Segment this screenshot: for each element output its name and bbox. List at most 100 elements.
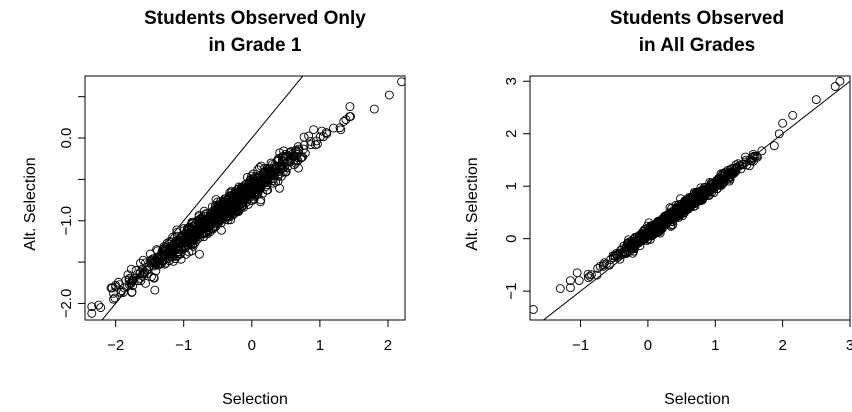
data-point (299, 140, 309, 150)
data-point (251, 182, 260, 192)
data-point (138, 255, 148, 265)
data-point (748, 152, 758, 162)
data-point (632, 232, 642, 242)
data-point (228, 191, 238, 201)
data-point (268, 170, 278, 180)
data-point (740, 152, 750, 162)
data-point (250, 187, 260, 197)
data-point (96, 303, 106, 313)
data-point (757, 146, 767, 156)
data-point (109, 294, 119, 304)
data-point (154, 253, 164, 263)
data-point (231, 207, 240, 217)
data-point (731, 163, 741, 173)
data-point (232, 201, 242, 211)
data-point (572, 268, 582, 278)
data-point (616, 245, 626, 255)
data-point (244, 186, 254, 196)
reference-line (101, 76, 304, 320)
data-point (133, 276, 143, 286)
data-point (204, 226, 214, 236)
data-point (126, 264, 136, 274)
data-point (287, 154, 297, 164)
data-point (157, 258, 167, 268)
data-point (604, 260, 614, 270)
data-point (704, 183, 714, 193)
x-tick-label: 0 (644, 337, 652, 354)
data-point (208, 212, 218, 222)
data-point (140, 267, 150, 277)
data-point (593, 263, 603, 273)
data-point (208, 214, 218, 224)
data-point (142, 268, 152, 278)
data-point (168, 232, 178, 242)
data-point (585, 271, 595, 281)
data-point (741, 157, 751, 167)
data-point (188, 222, 197, 232)
data-point (275, 183, 284, 193)
x-tick-label: 1 (711, 337, 719, 354)
x-tick-label: 2 (384, 337, 392, 354)
data-point (111, 282, 121, 292)
data-point (369, 104, 379, 114)
data-point (239, 202, 249, 212)
data-point (311, 136, 321, 146)
data-point (643, 234, 653, 244)
y-tick-label: 0.0 (58, 128, 75, 149)
data-point (94, 300, 104, 310)
data-point (217, 225, 226, 235)
data-point (195, 249, 204, 259)
data-point (279, 146, 289, 156)
data-point (187, 228, 197, 238)
data-point (149, 254, 159, 264)
data-point (675, 205, 685, 215)
data-point (341, 115, 351, 125)
data-point (669, 214, 679, 223)
data-point (127, 276, 137, 286)
data-point (196, 213, 206, 223)
data-point (583, 269, 593, 279)
x-tick-label: −1 (572, 337, 589, 354)
y-tick-label: 1 (503, 182, 520, 190)
data-point (280, 161, 290, 171)
x-tick-label: 2 (778, 337, 786, 354)
data-point (752, 152, 762, 162)
data-point (565, 276, 575, 286)
data-point (397, 77, 405, 87)
data-point (555, 284, 565, 293)
data-point (322, 129, 332, 139)
y-tick-label: −1.0 (58, 206, 75, 236)
data-point (142, 265, 152, 275)
data-point (218, 199, 228, 209)
x-axis-label: Selection (222, 391, 288, 408)
data-point (774, 129, 784, 139)
data-point (149, 273, 159, 283)
data-point (110, 293, 120, 303)
data-point (699, 188, 709, 198)
data-point (269, 167, 279, 177)
data-point (329, 123, 338, 133)
data-point (163, 249, 173, 259)
data-point (637, 230, 647, 239)
data-point (256, 195, 266, 205)
data-point (161, 241, 171, 251)
data-point (565, 283, 575, 293)
data-point (574, 276, 584, 285)
y-tick-label: 0 (503, 234, 520, 242)
data-point (704, 191, 714, 201)
data-point (309, 125, 319, 135)
plot-area (87, 76, 405, 320)
data-point (194, 212, 204, 222)
data-point (127, 288, 137, 297)
y-tick-label: −1 (503, 283, 520, 300)
data-point (136, 258, 145, 268)
data-point (150, 285, 160, 295)
data-point (227, 196, 236, 206)
data-point (656, 224, 665, 234)
data-point (135, 267, 145, 277)
data-point (658, 218, 668, 228)
data-point (188, 235, 197, 245)
y-axis-label: Alt. Selection (22, 157, 39, 250)
data-point (188, 240, 198, 250)
